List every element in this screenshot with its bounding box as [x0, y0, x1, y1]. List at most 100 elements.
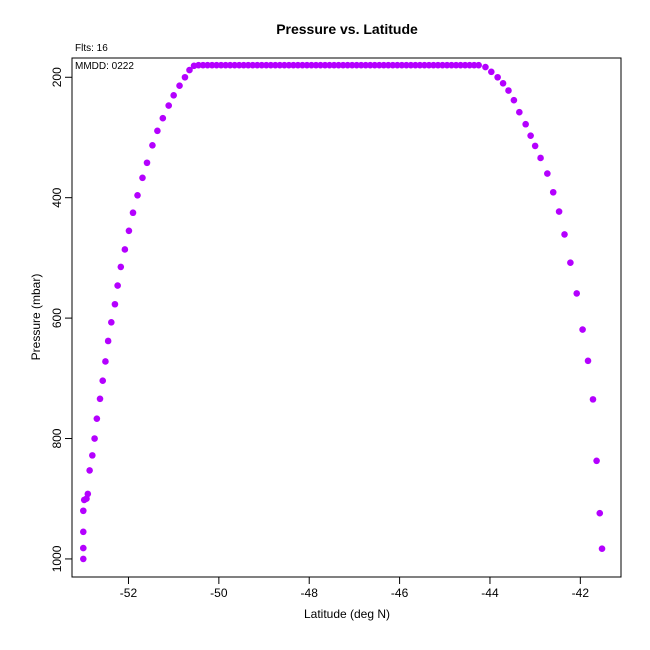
- data-point: [598, 545, 606, 553]
- data-point: [461, 61, 469, 69]
- data-point: [416, 61, 424, 69]
- data-point: [366, 61, 374, 69]
- data-point: [108, 319, 115, 326]
- x-axis-label: Latitude (deg N): [304, 607, 390, 621]
- data-point: [222, 61, 229, 69]
- x-tick-label: -46: [391, 586, 409, 600]
- data-point: [102, 358, 109, 365]
- data-point: [93, 415, 101, 422]
- data-point: [240, 61, 248, 69]
- data-point: [159, 114, 167, 122]
- data-point: [79, 544, 87, 552]
- data-point: [593, 457, 600, 465]
- data-point: [244, 61, 252, 69]
- data-point: [226, 61, 234, 69]
- data-point: [79, 555, 87, 563]
- data-point: [86, 467, 93, 474]
- data-point: [421, 61, 428, 69]
- y-tick-label: 600: [50, 308, 64, 328]
- data-point: [134, 191, 141, 199]
- y-axis: 200 400 600 800 1000: [50, 67, 72, 572]
- data-point: [357, 61, 365, 69]
- data-point: [213, 61, 220, 69]
- data-point: [186, 66, 193, 74]
- data-point: [176, 82, 183, 89]
- data-point: [129, 209, 137, 217]
- data-point: [285, 61, 293, 69]
- data-point: [573, 290, 581, 297]
- data-point: [330, 61, 338, 69]
- plot-frame: [71, 57, 622, 578]
- data-point: [335, 61, 342, 69]
- x-tick-label: -44: [481, 586, 499, 600]
- data-point: [208, 61, 216, 69]
- data-point: [165, 102, 172, 109]
- flights-annotation: Flts: 16: [75, 43, 108, 54]
- data-point: [584, 357, 592, 365]
- x-tick-label: -52: [120, 586, 138, 600]
- data-point: [516, 108, 523, 116]
- data-point: [549, 188, 557, 196]
- data-point: [154, 127, 161, 135]
- data-point: [443, 61, 451, 69]
- data-point: [494, 73, 501, 81]
- data-point: [303, 61, 311, 69]
- data-point: [434, 61, 442, 69]
- data-point: [84, 490, 92, 498]
- data-point: [380, 61, 388, 69]
- data-point: [235, 61, 243, 69]
- data-point: [555, 208, 563, 215]
- data-point: [579, 326, 586, 333]
- data-point: [231, 61, 238, 69]
- data-point: [111, 300, 119, 308]
- y-tick-label: 400: [50, 187, 64, 207]
- data-point: [117, 263, 125, 271]
- data-point: [258, 61, 266, 69]
- data-point: [89, 452, 96, 459]
- y-tick-label: 1000: [50, 545, 64, 572]
- y-tick-label: 200: [50, 67, 64, 87]
- data-point: [448, 61, 455, 69]
- data-point: [308, 61, 315, 69]
- data-point: [267, 61, 275, 69]
- data-point: [394, 61, 401, 69]
- data-point: [522, 120, 529, 128]
- data-point: [470, 61, 478, 69]
- data-point: [527, 132, 534, 139]
- data-point: [79, 507, 87, 515]
- data-point: [384, 61, 392, 69]
- data-point: [375, 61, 383, 69]
- data-point: [457, 61, 464, 69]
- data-point: [121, 246, 129, 253]
- data-point: [170, 92, 177, 99]
- data-point: [290, 61, 297, 69]
- data-point: [567, 259, 574, 267]
- data-point: [253, 61, 261, 69]
- data-point: [79, 528, 87, 536]
- data-point: [403, 61, 410, 69]
- data-point: [321, 61, 329, 69]
- data-point: [561, 231, 568, 238]
- data-point: [488, 68, 495, 76]
- x-axis: -52 -50 -48 -46 -44 -42: [120, 577, 589, 600]
- chart-title: Pressure vs. Latitude: [276, 21, 418, 37]
- data-point: [544, 170, 551, 177]
- data-point: [412, 61, 419, 69]
- data-point: [281, 61, 288, 69]
- data-point: [589, 396, 597, 403]
- data-point: [475, 61, 482, 69]
- data-point: [299, 61, 306, 69]
- data-point: [398, 61, 406, 69]
- data-point: [452, 61, 460, 69]
- data-point: [371, 61, 379, 69]
- data-point: [362, 61, 370, 69]
- x-tick-label: -48: [301, 586, 319, 600]
- data-point: [99, 377, 107, 385]
- data-point: [482, 63, 489, 71]
- data-point: [294, 61, 302, 69]
- data-point: [114, 282, 121, 289]
- data-point: [139, 174, 146, 182]
- data-point: [249, 61, 257, 69]
- data-point: [91, 435, 98, 442]
